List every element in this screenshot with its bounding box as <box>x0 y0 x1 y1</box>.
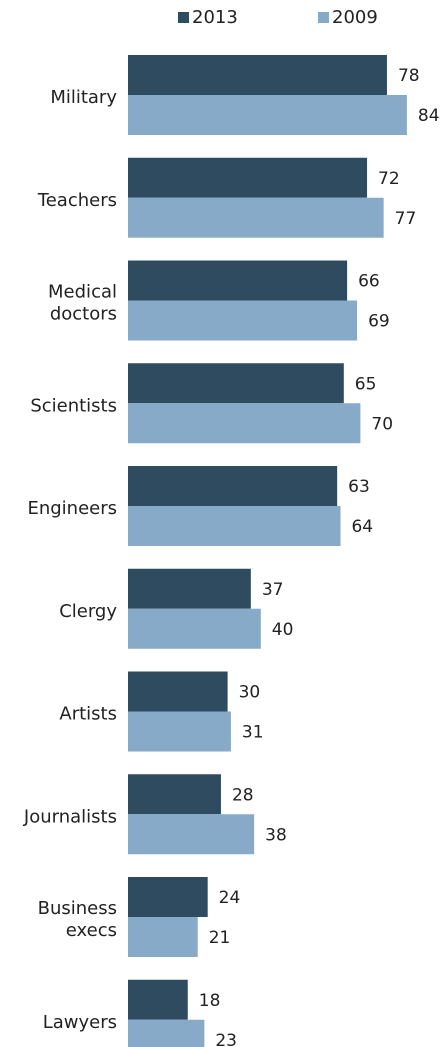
category-label-business-execs: Business execs <box>38 898 117 941</box>
data-label-artists-2013: 30 <box>239 683 261 703</box>
bar-clergy-2009 <box>128 608 261 649</box>
data-label-lawyers-2009: 23 <box>215 1031 237 1047</box>
category-label-military: Military <box>50 87 117 108</box>
data-label-medical-doctors-2013: 66 <box>358 272 380 292</box>
data-label-engineers-2013: 63 <box>348 477 370 497</box>
legend-label-2013: 2013 <box>192 7 238 28</box>
category-label-artists: Artists <box>59 704 117 725</box>
legend-item-2013: 2013 <box>178 7 238 28</box>
bar-scientists-2009 <box>128 403 361 444</box>
category-label-clergy: Clergy <box>59 601 117 622</box>
data-label-scientists-2009: 70 <box>371 414 393 434</box>
data-label-journalists-2009: 38 <box>265 825 287 845</box>
bar-lawyers-2009 <box>128 1019 205 1047</box>
legend-swatch-2009 <box>318 12 329 23</box>
bar-military-2009 <box>128 95 407 135</box>
data-label-scientists-2013: 65 <box>355 374 377 394</box>
bar-business-execs-2013 <box>128 877 208 917</box>
bar-clergy-2013 <box>128 568 251 609</box>
data-label-teachers-2009: 77 <box>395 209 417 229</box>
category-label-scientists: Scientists <box>30 395 117 416</box>
category-label-teachers: Teachers <box>37 190 117 211</box>
bar-business-execs-2009 <box>128 917 198 957</box>
data-label-teachers-2013: 72 <box>378 169 400 189</box>
legend-item-2009: 2009 <box>318 7 378 28</box>
bar-artists-2009 <box>128 711 231 752</box>
legend: 2013 2009 <box>178 7 378 28</box>
bar-engineers-2013 <box>128 466 338 506</box>
data-label-medical-doctors-2009: 69 <box>368 312 390 332</box>
category-label-lawyers: Lawyers <box>43 1012 117 1033</box>
data-labels-layer: 78 84 72 77 66 69 65 70 63 64 37 40 30 31 28 38 24 21 18 23 <box>199 66 440 1047</box>
data-label-lawyers-2013: 18 <box>199 991 221 1011</box>
data-label-clergy-2013: 37 <box>262 580 284 600</box>
category-axis: Military Teachers Medical doctors Scientists… <box>23 87 117 1033</box>
data-label-journalists-2013: 28 <box>232 785 254 805</box>
bar-artists-2013 <box>128 671 228 712</box>
bar-journalists-2013 <box>128 774 221 815</box>
category-label-journalists: Journalists <box>23 806 117 827</box>
data-label-business-execs-2009: 21 <box>209 928 231 948</box>
bar-journalists-2009 <box>128 814 255 855</box>
data-label-clergy-2009: 40 <box>272 620 294 640</box>
bar-medical-doctors-2013 <box>128 260 348 301</box>
data-label-engineers-2009: 64 <box>351 517 373 537</box>
bar-engineers-2009 <box>128 506 341 546</box>
bar-scientists-2013 <box>128 363 344 404</box>
category-label-medical-doctors: Medical doctors <box>48 282 117 325</box>
bar-medical-doctors-2009 <box>128 300 358 341</box>
bar-lawyers-2013 <box>128 979 188 1020</box>
bars-layer <box>128 55 407 1047</box>
legend-swatch-2013 <box>178 12 189 23</box>
data-label-military-2013: 78 <box>398 66 420 86</box>
bar-teachers-2013 <box>128 157 368 198</box>
data-label-military-2009: 84 <box>418 106 440 126</box>
data-label-business-execs-2013: 24 <box>219 888 241 908</box>
bar-teachers-2009 <box>128 197 384 238</box>
data-label-artists-2009: 31 <box>242 723 264 743</box>
legend-label-2009: 2009 <box>332 7 378 28</box>
bar-military-2013 <box>128 55 387 95</box>
category-label-engineers: Engineers <box>27 498 117 519</box>
